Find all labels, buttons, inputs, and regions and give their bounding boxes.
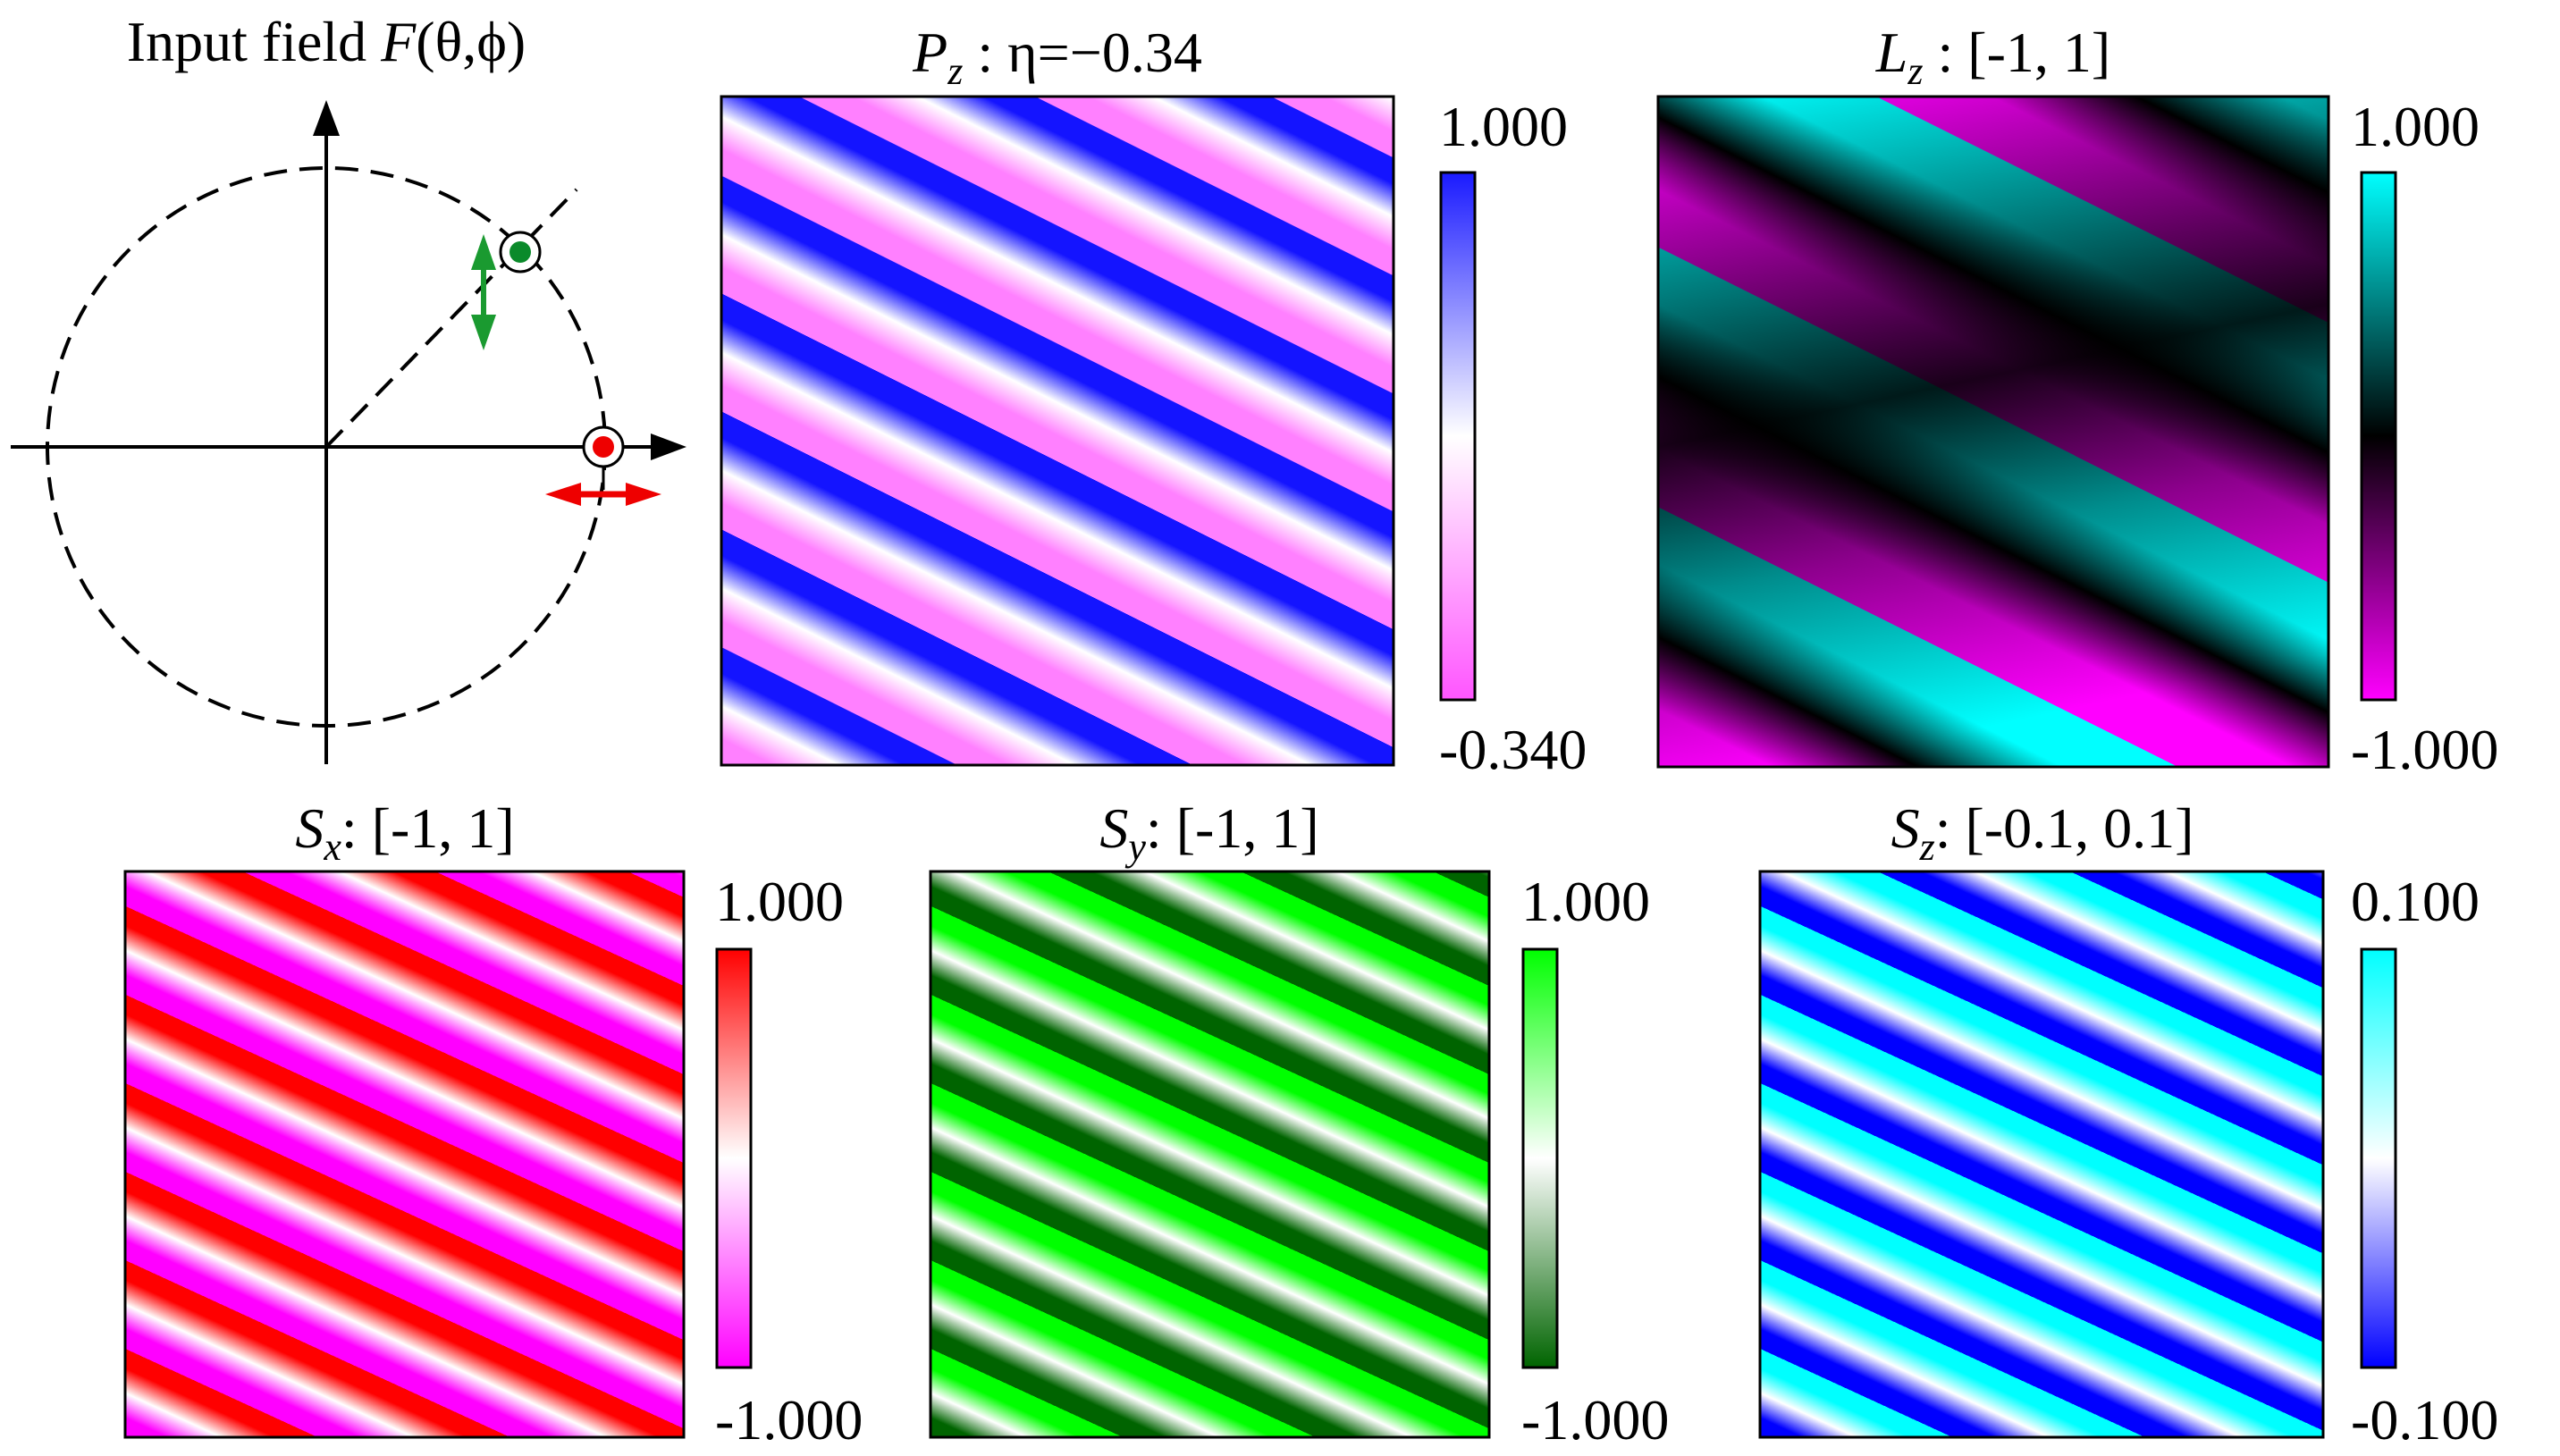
- title-range: : [-1, 1]: [1146, 796, 1319, 860]
- colorbar-pz: [1439, 171, 1477, 702]
- panel-title-sx: Sx: [-1, 1]: [295, 796, 514, 869]
- red-source-marker: [582, 425, 625, 490]
- title-range: : [-1, 1]: [1924, 21, 2111, 84]
- panel-title-pz: Pz : η=−0.34: [912, 21, 1202, 93]
- panel-sx: Sx: [-1, 1] 1.000 -1.000: [123, 796, 863, 1452]
- polar-direction-line: [324, 188, 578, 449]
- colorbar-min-label: -1.000: [2351, 718, 2498, 781]
- green-source-marker: [499, 231, 542, 274]
- title-range: : [-0.1, 0.1]: [1935, 796, 2194, 860]
- colorbar-min-label: -0.340: [1439, 718, 1587, 781]
- colorbar-max-label: 1.000: [715, 870, 844, 933]
- colorbar-sz: [2360, 947, 2397, 1369]
- colorbar-max-label: 1.000: [2351, 95, 2480, 158]
- input-field-title: Input field F(θ,ϕ): [127, 10, 526, 73]
- title-symbol: S: [1891, 796, 1920, 860]
- title-range: : η=−0.34: [963, 21, 1201, 84]
- field-map-frame: [123, 870, 686, 1439]
- field-map-sx: [125, 871, 684, 1437]
- colorbar-sx: [715, 947, 753, 1369]
- field-map-frame: [1656, 95, 2330, 769]
- colorbar-min-label: -1.000: [1521, 1388, 1669, 1452]
- red-polarization-arrow-icon: [545, 483, 661, 506]
- colorbar-min-label: -1.000: [715, 1388, 863, 1452]
- field-map-frame: [929, 870, 1491, 1439]
- title-subscript: z: [1919, 825, 1935, 869]
- title-range: : [-1, 1]: [341, 796, 515, 860]
- colorbar-lz: [2360, 171, 2397, 702]
- input-title-args: (θ,ϕ): [416, 10, 526, 73]
- input-title-func: F: [380, 10, 417, 73]
- input-field-diagram: Input field F(θ,ϕ): [11, 10, 686, 764]
- y-axis-arrowhead: [313, 100, 340, 136]
- panel-lz: Lz : [-1, 1] 1.000 -1.000: [1656, 21, 2498, 781]
- field-map-envelope: [1658, 97, 2328, 767]
- colorbar-max-label: 1.000: [1521, 870, 1650, 933]
- title-subscript: x: [323, 825, 341, 869]
- title-subscript: z: [947, 49, 963, 93]
- title-symbol: P: [912, 21, 947, 84]
- panel-pz: Pz : η=−0.34 1.000 -0.340: [720, 21, 1587, 781]
- colorbar-max-label: 1.000: [1439, 95, 1568, 158]
- field-map-frame: [1758, 870, 2325, 1439]
- title-subscript: z: [1907, 49, 1923, 93]
- field-map-frame: [720, 95, 1395, 767]
- input-title-prefix: Input field: [127, 10, 381, 73]
- panel-sz: Sz: [-0.1, 0.1] 0.100 -0.100: [1758, 796, 2498, 1452]
- panel-title-lz: Lz : [-1, 1]: [1875, 21, 2110, 93]
- panel-title-sz: Sz: [-0.1, 0.1]: [1891, 796, 2194, 869]
- colorbar-max-label: 0.100: [2351, 870, 2480, 933]
- field-map-panels: Pz : η=−0.34 1.000 -0.340 Lz : [-1, 1] 1.000…: [123, 21, 2498, 1452]
- field-map-pz: [721, 97, 1394, 765]
- title-symbol: S: [1099, 796, 1128, 860]
- panel-sy: Sy: [-1, 1] 1.000 -1.000: [929, 796, 1669, 1452]
- colorbar-min-label: -0.100: [2351, 1388, 2498, 1452]
- field-map-sz: [1760, 871, 2323, 1437]
- panel-title-sy: Sy: [-1, 1]: [1099, 796, 1318, 869]
- field-map-sy: [931, 871, 1489, 1437]
- colorbar-sy: [1521, 947, 1559, 1369]
- title-symbol: S: [295, 796, 324, 860]
- title-subscript: y: [1124, 825, 1146, 869]
- green-polarization-arrow-icon: [471, 234, 496, 350]
- title-symbol: L: [1875, 21, 1908, 84]
- x-axis-arrowhead: [651, 433, 686, 460]
